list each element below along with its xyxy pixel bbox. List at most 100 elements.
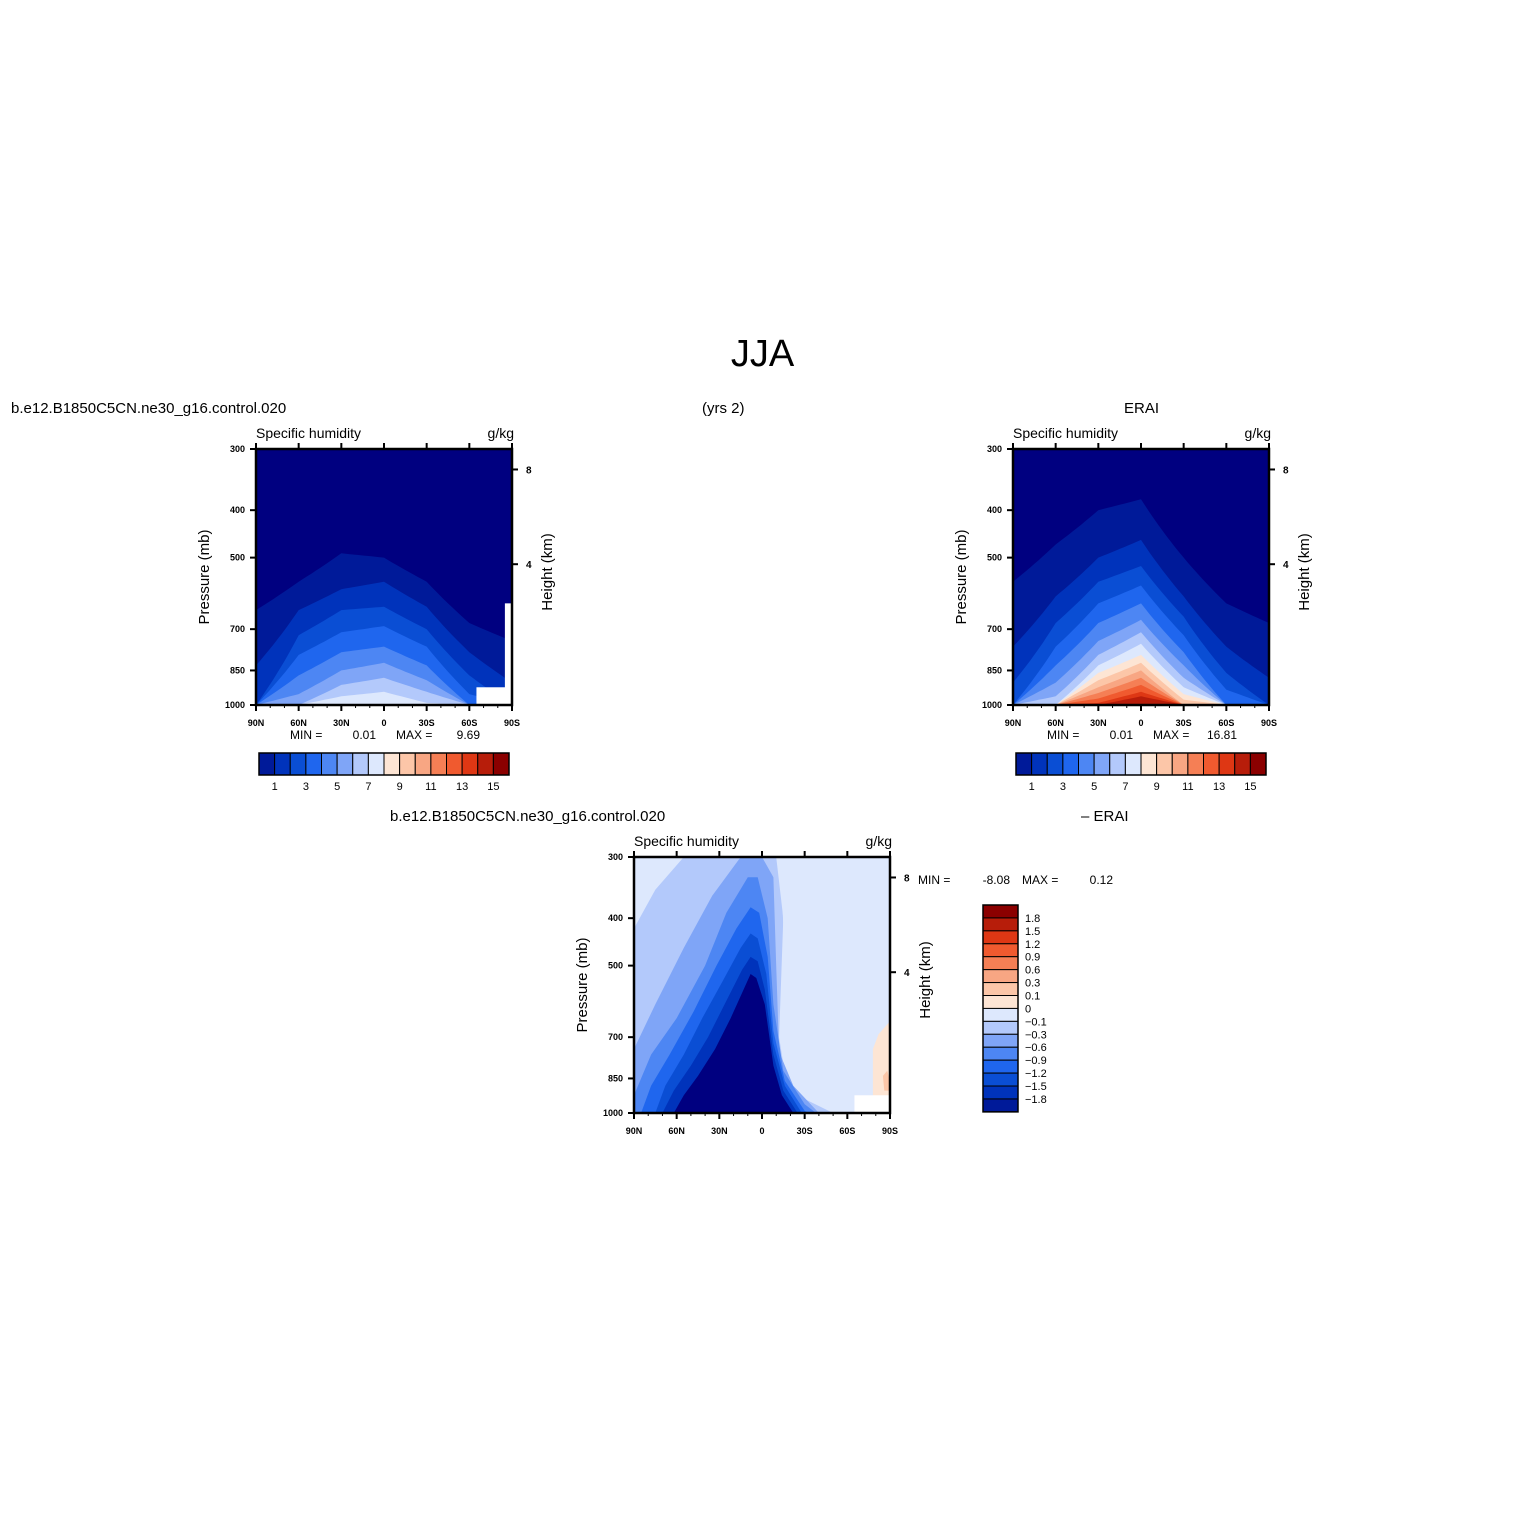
model-ylabel: Pressure (mb) xyxy=(196,529,213,624)
obs-units: g/kg xyxy=(1245,425,1271,441)
model-ytick-label: 400 xyxy=(230,505,245,515)
diff-xtick-label: 60N xyxy=(668,1126,685,1136)
model-colorbar-label: 3 xyxy=(303,781,309,793)
model-fill xyxy=(256,449,512,705)
diff-xtick-label: 90N xyxy=(626,1126,643,1136)
diff-y2tick-label: 4 xyxy=(904,968,910,979)
diff-colorbar-label: −1.2 xyxy=(1025,1068,1047,1080)
model-xtick-label: 0 xyxy=(381,718,386,728)
diff-ytick-label: 1000 xyxy=(603,1108,623,1118)
obs-xtick-label: 30S xyxy=(1176,718,1192,728)
obs-colorbar-label: 3 xyxy=(1060,781,1066,793)
model-colorbar-label: 15 xyxy=(487,781,499,793)
diff-colorbar-box xyxy=(982,1007,1019,1022)
obs-colorbar-label: 15 xyxy=(1244,781,1256,793)
model-colorbar-label: 1 xyxy=(272,781,278,793)
model-colorbar-box xyxy=(258,752,276,776)
obs-level-16 xyxy=(1013,696,1269,705)
model-colorbar-box xyxy=(352,752,369,776)
model-xtick-label: 90N xyxy=(248,718,265,728)
diff-ytick-label: 700 xyxy=(608,1032,623,1042)
diff-fill xyxy=(634,857,890,1113)
diff-case-name-label: b.e12.B1850C5CN.ne30_g16.control.020 xyxy=(390,808,666,825)
obs-colorbar-label: 1 xyxy=(1029,781,1035,793)
obs-y2label: Height (km) xyxy=(1296,533,1313,611)
obs-y2tick-label: 4 xyxy=(1283,560,1289,571)
diff-xtick-label: 90S xyxy=(882,1126,898,1136)
model-colorbar-box xyxy=(336,752,354,776)
model-colorbar-box xyxy=(274,752,291,776)
diff-colorbar-box xyxy=(982,904,1019,919)
diff-y2label: Height (km) xyxy=(917,941,934,1019)
model-colorbar-label: 9 xyxy=(397,781,403,793)
obs-ytick-label: 500 xyxy=(987,553,1002,563)
obs-xtick-label: 90S xyxy=(1261,718,1277,728)
diff-colorbar-label: −1.5 xyxy=(1025,1081,1047,1093)
diff-colorbar-box xyxy=(982,1085,1019,1100)
model-ytick-label: 700 xyxy=(230,624,245,634)
model-colorbar-label: 5 xyxy=(334,781,340,793)
obs-max-label: MAX = xyxy=(1153,728,1189,742)
diff-colorbar-box xyxy=(982,1059,1019,1074)
model-xtick-label: 30N xyxy=(333,718,350,728)
diff-colorbar-label: 1.8 xyxy=(1025,913,1040,925)
model-colorbar-frame xyxy=(258,752,510,776)
obs-name-label: ERAI xyxy=(1124,400,1160,417)
model-min-label: MIN = xyxy=(290,728,322,742)
obs-colorbar-box xyxy=(1187,752,1204,776)
diff-colorbar-label: 0.3 xyxy=(1025,978,1040,990)
diff-ytick-label: 400 xyxy=(608,913,623,923)
diff-colorbar-label: −0.1 xyxy=(1025,1016,1047,1028)
obs-ytick-label: 700 xyxy=(987,624,1002,634)
diff-units: g/kg xyxy=(866,833,892,849)
model-colorbar-box xyxy=(305,752,322,776)
model-xtick-label: 90S xyxy=(504,718,520,728)
diff-colorbar-label: 0.9 xyxy=(1025,952,1040,964)
diff-colorbar-box xyxy=(982,995,1019,1009)
diff-colorbar-frame xyxy=(982,904,1019,1113)
diff-colorbar-box xyxy=(982,1033,1019,1048)
diff-colorbar-box xyxy=(982,1046,1019,1061)
obs-title: Specific humidity xyxy=(1013,425,1118,441)
obs-colorbar-box xyxy=(1093,752,1111,776)
diff-title: Specific humidity xyxy=(634,833,739,849)
diff-region-9 xyxy=(882,1070,890,1091)
obs-colorbar-label: 7 xyxy=(1122,781,1128,793)
obs-colorbar-box xyxy=(1078,752,1095,776)
obs-colorbar-label: 5 xyxy=(1091,781,1097,793)
diff-colorbar-box xyxy=(982,1072,1019,1087)
obs-colorbar-box xyxy=(1124,752,1142,776)
diff-colorbar-label: 0.6 xyxy=(1025,965,1040,977)
model-colorbar-box xyxy=(414,752,432,776)
model-xtick-label: 60S xyxy=(461,718,477,728)
obs-colorbar-box xyxy=(1156,752,1173,776)
diff-colorbar-box xyxy=(982,917,1019,932)
model-level-9 xyxy=(256,691,512,705)
obs-colorbar-box xyxy=(1140,752,1158,776)
model-y2label: Height (km) xyxy=(539,533,556,611)
diff-axes: 90N 60N 30N 0 30S 60S 90S 300 400 500 700 850 1000 8 4… xyxy=(574,833,934,1136)
diff-xtick-label: 60S xyxy=(839,1126,855,1136)
diff-xtick-label: 0 xyxy=(759,1126,764,1136)
model-title: Specific humidity xyxy=(256,425,361,441)
diff-colorbar: MIN = -8.08 MAX = 0.12 1.81.51.20.90.60.30.1… xyxy=(918,873,1113,1113)
diff-y2tick-label: 8 xyxy=(904,873,910,884)
model-xtick-label: 30S xyxy=(419,718,435,728)
obs-colorbar-box xyxy=(1046,752,1064,776)
model-y2tick-label: 8 xyxy=(526,465,532,476)
model-colorbar-box xyxy=(492,752,510,776)
model-xtick-label: 60N xyxy=(290,718,307,728)
obs-ytick-label: 400 xyxy=(987,505,1002,515)
model-colorbar-box xyxy=(430,752,447,776)
obs-colorbar-box xyxy=(1031,752,1048,776)
obs-min-label: MIN = xyxy=(1047,728,1079,742)
obs-fill xyxy=(1013,449,1269,705)
obs-colorbar-label: 11 xyxy=(1182,781,1193,793)
model-ytick-label: 1000 xyxy=(225,700,245,710)
diff-colorbar-box xyxy=(982,1098,1019,1113)
model-y2tick-label: 4 xyxy=(526,560,532,571)
obs-colorbar-label: 13 xyxy=(1213,781,1225,793)
diff-missing-region xyxy=(854,1095,890,1113)
